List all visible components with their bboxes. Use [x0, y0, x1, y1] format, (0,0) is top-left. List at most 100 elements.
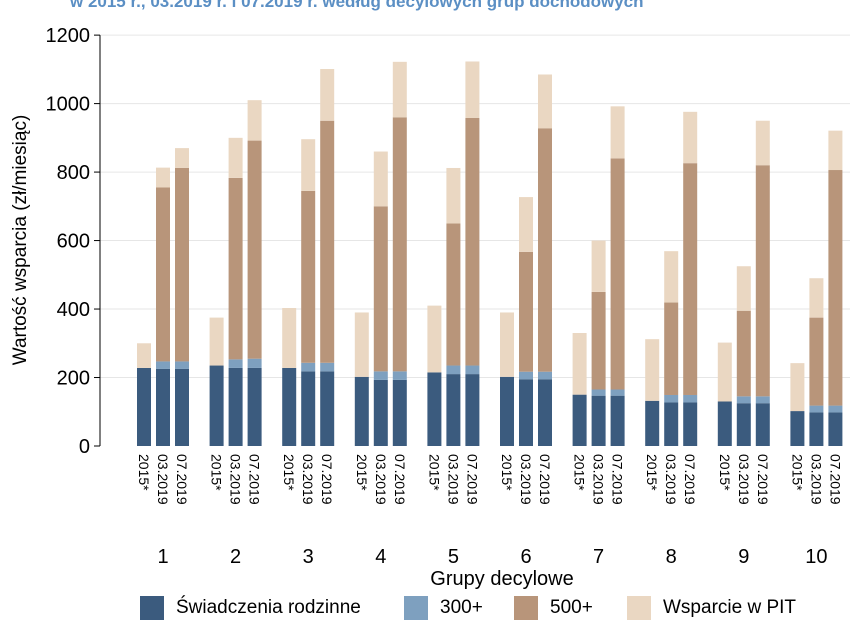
bar-segment	[247, 140, 262, 359]
y-axis-label: Wartość wsparcia (zł/miesiąc)	[10, 115, 31, 366]
bar-segment	[683, 111, 698, 164]
legend-label: Świadczenia rodzinne	[176, 597, 361, 618]
bar-segment	[828, 405, 843, 413]
bar-segment	[664, 394, 679, 403]
period-label: 03.2019	[663, 454, 679, 505]
bar-segment	[446, 365, 461, 375]
bar-segment	[683, 394, 698, 403]
group-label: 4	[375, 546, 386, 568]
bar-segment	[591, 291, 606, 390]
bar-segment	[736, 310, 751, 397]
period-label: 07.2019	[319, 454, 335, 505]
group-label: 2	[230, 546, 241, 568]
period-label: 07.2019	[392, 454, 408, 505]
y-tick-label: 400	[57, 299, 90, 321]
legend-swatch	[140, 596, 164, 620]
x-axis-label: Grupy decylowe	[430, 568, 573, 590]
bar-segment	[301, 190, 316, 363]
period-label: 2015*	[644, 454, 660, 491]
bar-segment	[828, 130, 843, 171]
bar-segment	[209, 317, 224, 366]
period-label: 07.2019	[464, 454, 480, 505]
period-label: 2015*	[426, 454, 442, 491]
bar-segment	[572, 333, 587, 395]
bar-segment	[538, 371, 552, 380]
bar-segment	[610, 389, 625, 396]
bar-segment	[755, 403, 770, 446]
bar-segment	[790, 363, 805, 412]
bar-segment	[519, 251, 533, 372]
period-label: 07.2019	[755, 454, 771, 505]
bar-segment	[175, 368, 189, 446]
bar-segment	[156, 361, 170, 369]
period-label: 03.2019	[591, 454, 607, 505]
bar-segment	[465, 374, 480, 446]
legend-swatch	[404, 596, 428, 620]
bar-segment	[156, 187, 170, 362]
bar-segment	[446, 374, 461, 446]
period-label: 07.2019	[247, 454, 263, 505]
bar-segment	[373, 206, 388, 372]
bar-segment	[809, 405, 824, 413]
bar-segment	[465, 365, 480, 375]
period-label: 2015*	[717, 454, 733, 491]
bar-segment	[137, 367, 151, 446]
legend-label: Wsparcie w PIT	[663, 597, 797, 618]
period-label: 07.2019	[174, 454, 190, 505]
legend-item: Świadczenia rodzinne	[140, 596, 361, 620]
period-label: 03.2019	[736, 454, 752, 505]
bar-segment	[538, 128, 552, 372]
group-label: 6	[520, 546, 531, 568]
bar-segment	[301, 362, 316, 372]
period-label: 03.2019	[228, 454, 244, 505]
bar-segment	[392, 117, 407, 372]
legend-swatch	[627, 596, 651, 620]
bar-segment	[736, 266, 751, 311]
bar-segment	[519, 371, 533, 380]
period-label: 2015*	[572, 454, 588, 491]
period-label: 2015*	[354, 454, 370, 491]
bar-segment	[228, 177, 243, 360]
bar-segment	[282, 308, 297, 368]
bar-segment	[755, 120, 770, 166]
y-tick-label: 800	[57, 162, 90, 184]
bar-segment	[446, 223, 461, 366]
bar-segment	[392, 371, 407, 380]
legend-label: 500+	[550, 597, 593, 618]
bar-segment	[465, 61, 480, 118]
bar-segment	[320, 362, 335, 372]
bar-segment	[591, 395, 606, 446]
group-label: 7	[593, 546, 604, 568]
bar-segment	[392, 379, 407, 446]
bar-segment	[500, 312, 514, 377]
bar-segment	[137, 343, 151, 368]
period-label: 2015*	[136, 454, 152, 491]
bar-segment	[301, 139, 316, 191]
period-label: 07.2019	[827, 454, 843, 505]
bar-segment	[320, 371, 335, 446]
bar-segment	[175, 361, 189, 369]
y-tick-label: 0	[79, 436, 90, 458]
bar-segment	[427, 305, 442, 373]
bar-segment	[683, 402, 698, 446]
bar-segment	[828, 170, 843, 406]
bar-segment	[247, 367, 262, 446]
period-label: 03.2019	[808, 454, 824, 505]
bar-segment	[809, 278, 824, 318]
bar-segment	[664, 251, 679, 303]
bar-segment	[247, 358, 262, 368]
bar-segment	[736, 396, 751, 404]
group-label: 5	[448, 546, 459, 568]
bar-segment	[156, 368, 170, 446]
bar-segment	[228, 367, 243, 446]
bar-segment	[500, 376, 514, 446]
legend-swatch	[514, 596, 538, 620]
bar-segment	[446, 167, 461, 224]
bar-segment	[175, 148, 189, 168]
legend: Świadczenia rodzinne 300+ 500+ Wsparcie w P…	[0, 592, 858, 622]
bars	[137, 61, 843, 446]
bar-segment	[645, 400, 660, 446]
bar-segment	[301, 371, 316, 446]
bar-segment	[519, 197, 533, 252]
